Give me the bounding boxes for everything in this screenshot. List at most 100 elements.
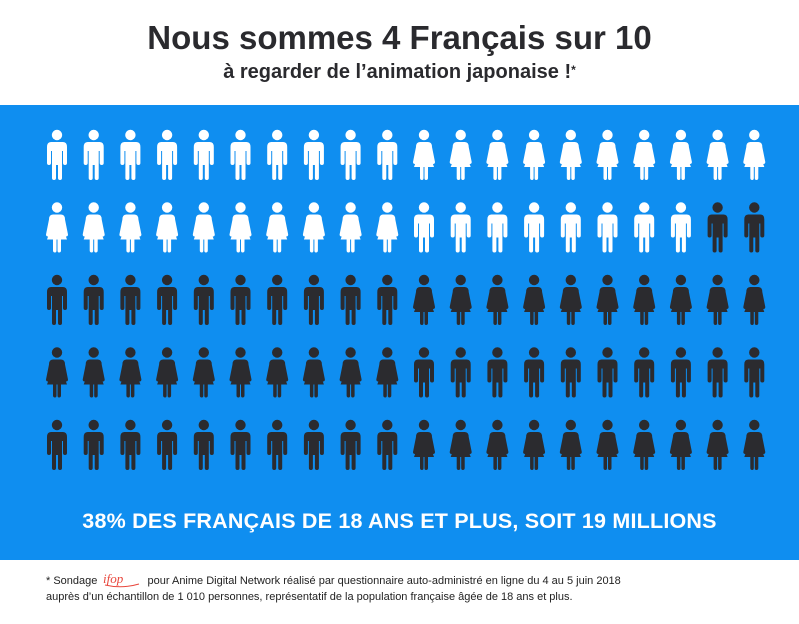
icon-base-male-person — [230, 274, 251, 325]
icon-base-female-person — [449, 419, 472, 470]
icon-base-female-person — [192, 347, 215, 398]
icon-highlighted-male-person — [47, 129, 67, 180]
icon-base-male-person — [230, 419, 251, 470]
icon-base-female-person — [82, 347, 105, 398]
icon-highlighted-female-person — [119, 202, 142, 253]
icon-highlighted-female-person — [706, 129, 729, 180]
icon-highlighted-female-person — [669, 129, 692, 180]
footnote-prefix: * Sondage — [46, 575, 98, 587]
icon-base-male-person — [267, 419, 288, 470]
icon-base-female-person — [302, 347, 325, 398]
icon-highlighted-female-person — [192, 202, 215, 253]
icon-base-male-person — [83, 274, 104, 325]
icon-highlighted-male-person — [560, 202, 581, 253]
icon-highlighted-male-person — [450, 202, 471, 253]
icon-base-female-person — [119, 347, 142, 398]
icon-highlighted-female-person — [633, 129, 656, 180]
footnote-text-1: pour Anime Digital Network réalisé par q… — [147, 575, 621, 587]
icon-base-male-person — [377, 419, 398, 470]
subtitle-text: à regarder de l’animation japonaise ! — [223, 61, 572, 83]
icon-highlighted-male-person — [267, 129, 288, 180]
icon-highlighted-female-person — [413, 129, 435, 180]
icon-base-male-person — [707, 202, 728, 253]
icon-base-female-person — [156, 347, 179, 398]
icon-base-male-person — [157, 419, 178, 470]
icon-highlighted-male-person — [120, 129, 141, 180]
page-title: Nous sommes 4 Français sur 10 — [147, 19, 652, 56]
icon-base-male-person — [303, 274, 324, 325]
statistic-statement: 38% DES FRANÇAIS DE 18 ANS ET PLUS, SOIT… — [82, 509, 717, 533]
icon-base-male-person — [157, 274, 178, 325]
icon-base-female-person — [743, 274, 766, 325]
icon-base-female-person — [523, 419, 546, 470]
icon-highlighted-male-person — [414, 202, 434, 253]
icon-highlighted-female-person — [46, 202, 68, 253]
icon-base-male-person — [597, 347, 618, 398]
icon-highlighted-male-person — [670, 202, 691, 253]
icon-base-female-person — [266, 347, 289, 398]
icon-highlighted-female-person — [82, 202, 105, 253]
icon-highlighted-female-person — [523, 129, 546, 180]
icon-base-male-person — [83, 419, 104, 470]
icon-base-female-person — [486, 419, 509, 470]
icon-base-male-person — [487, 347, 508, 398]
icon-base-female-person — [633, 419, 656, 470]
icon-base-male-person — [47, 419, 67, 470]
icon-highlighted-male-person — [157, 129, 178, 180]
icon-base-male-person — [670, 347, 691, 398]
icon-highlighted-female-person — [229, 202, 252, 253]
icon-base-female-person — [596, 274, 619, 325]
icon-base-female-person — [413, 274, 435, 325]
icon-highlighted-female-person — [302, 202, 325, 253]
icon-base-male-person — [267, 274, 288, 325]
icon-base-female-person — [559, 274, 582, 325]
icon-base-female-person — [559, 419, 582, 470]
icon-base-female-person — [669, 419, 692, 470]
icon-base-male-person — [340, 419, 361, 470]
footnote-line-1: * Sondage ifop pour Anime Digital Networ… — [46, 572, 766, 589]
pictogram-panel: 38% DES FRANÇAIS DE 18 ANS ET PLUS, SOIT… — [0, 105, 799, 560]
icon-highlighted-male-person — [487, 202, 508, 253]
icon-base-female-person — [669, 274, 692, 325]
icon-base-male-person — [120, 419, 141, 470]
icon-base-female-person — [633, 274, 656, 325]
icon-highlighted-male-person — [377, 129, 398, 180]
page-subtitle: à regarder de l’animation japonaise !* — [0, 59, 799, 85]
icon-base-male-person — [120, 274, 141, 325]
icon-base-female-person — [706, 419, 729, 470]
icon-highlighted-female-person — [339, 202, 362, 253]
icon-highlighted-male-person — [524, 202, 545, 253]
icon-base-female-person — [376, 347, 399, 398]
icon-base-male-person — [193, 274, 214, 325]
icon-base-female-person — [523, 274, 546, 325]
icon-highlighted-female-person — [559, 129, 582, 180]
icon-highlighted-male-person — [83, 129, 104, 180]
icon-highlighted-female-person — [156, 202, 179, 253]
icon-base-female-person — [706, 274, 729, 325]
icon-base-male-person — [560, 347, 581, 398]
icon-base-male-person — [340, 274, 361, 325]
icon-highlighted-female-person — [743, 129, 766, 180]
icon-base-male-person — [414, 347, 434, 398]
icon-highlighted-male-person — [340, 129, 361, 180]
icon-highlighted-female-person — [596, 129, 619, 180]
icon-highlighted-female-person — [449, 129, 472, 180]
footnote: * Sondage ifop pour Anime Digital Networ… — [46, 572, 766, 605]
icon-base-male-person — [303, 419, 324, 470]
icon-base-male-person — [193, 419, 214, 470]
icon-base-female-person — [449, 274, 472, 325]
icon-base-female-person — [743, 419, 766, 470]
icon-base-male-person — [744, 347, 765, 398]
icon-highlighted-female-person — [376, 202, 399, 253]
subtitle-footnote-mark: * — [571, 63, 576, 77]
icon-base-female-person — [413, 419, 435, 470]
icon-base-female-person — [339, 347, 362, 398]
icon-base-male-person — [707, 347, 728, 398]
icon-base-male-person — [524, 347, 545, 398]
footnote-text-2: auprès d’un échantillon de 1 010 personn… — [46, 591, 573, 603]
icon-highlighted-female-person — [266, 202, 289, 253]
icon-highlighted-male-person — [634, 202, 655, 253]
ifop-logo-text: ifop — [103, 572, 124, 586]
ifop-logo: ifop — [103, 572, 140, 588]
icon-base-female-person — [46, 347, 68, 398]
